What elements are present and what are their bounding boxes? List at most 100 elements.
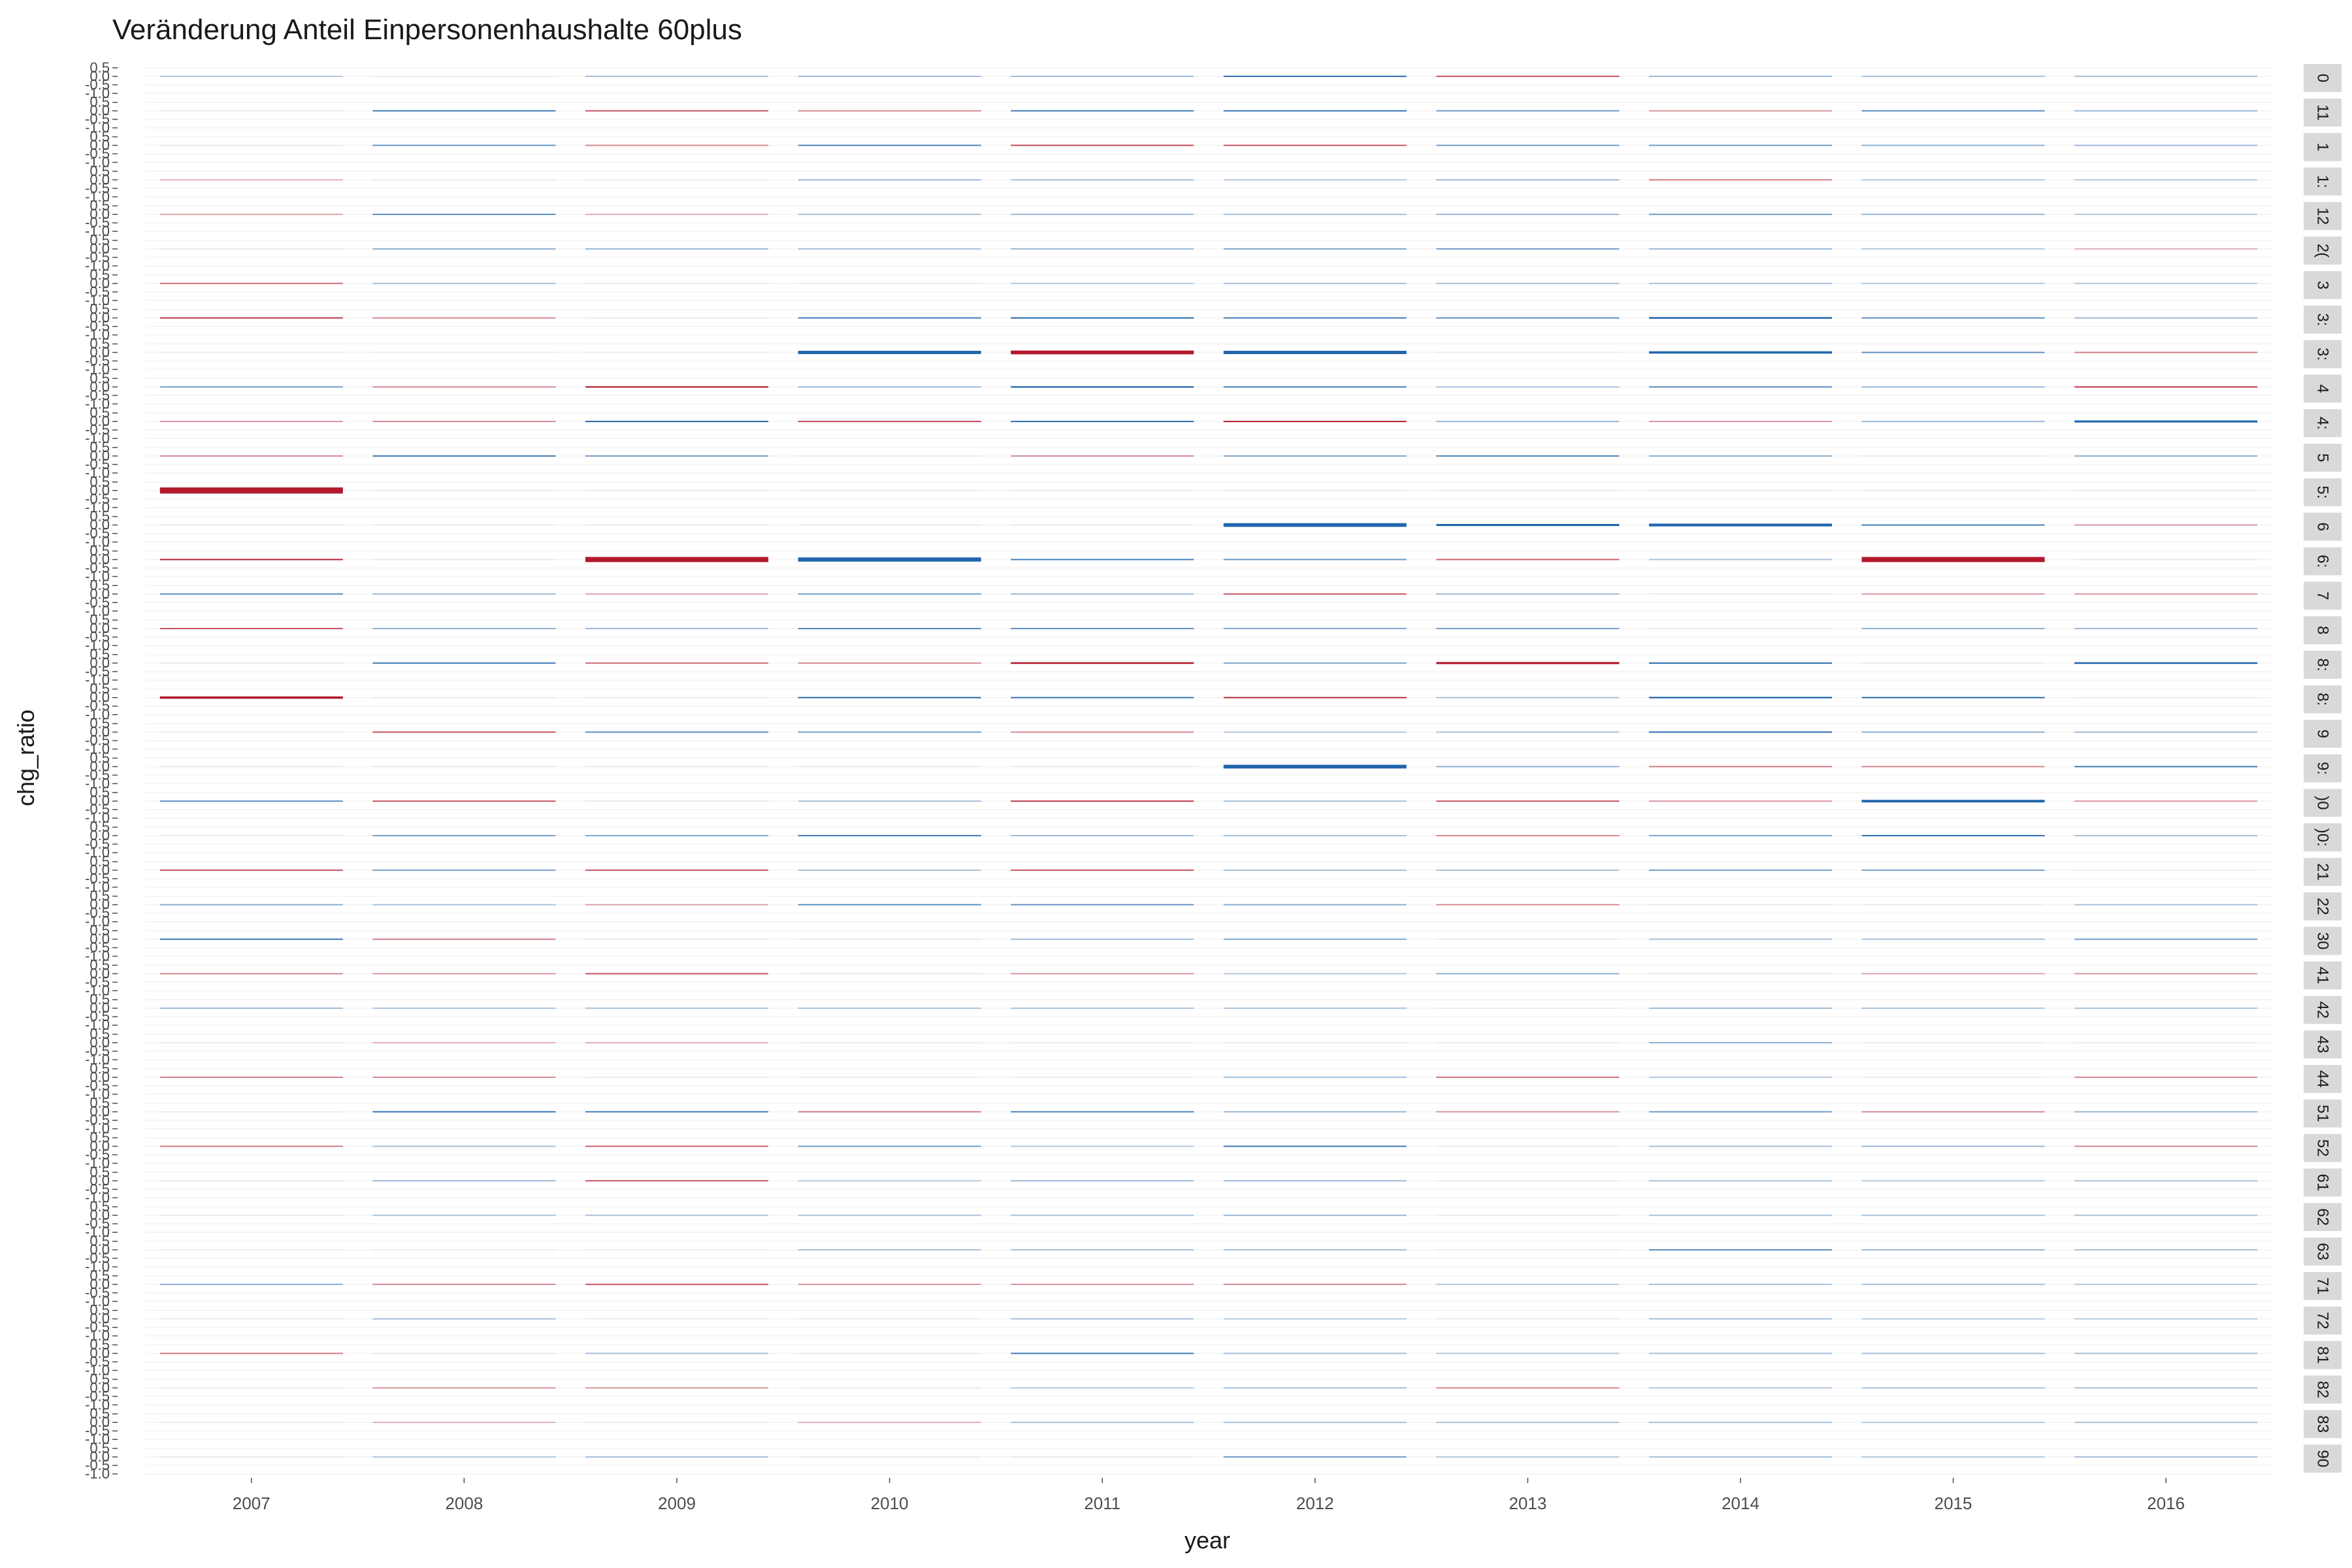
panel-background — [145, 615, 2272, 646]
bar — [1648, 317, 1833, 319]
bar — [1223, 1042, 1407, 1044]
bar — [1011, 1318, 1194, 1320]
bar — [1648, 489, 1833, 491]
bar — [585, 1007, 769, 1009]
facet-panel: 0.50.0-0.5-1.0 52 — [85, 1130, 2342, 1171]
facet-strip-label: 8: — [2314, 693, 2332, 706]
bar — [1648, 1007, 1833, 1009]
y-tick-label: -1.0 — [85, 706, 110, 723]
y-tick-label: -0.5 — [85, 421, 110, 438]
bar — [798, 524, 981, 526]
facet-panel: 0.50.0-0.5-1.0 4 — [85, 370, 2342, 412]
bar — [1648, 351, 1833, 354]
x-tick-label: 2012 — [1296, 1494, 1334, 1513]
bar — [1223, 214, 1407, 216]
bar — [1223, 1352, 1407, 1354]
x-tick-label: 2016 — [2147, 1494, 2185, 1513]
facet-strip — [2304, 996, 2342, 1024]
bar — [585, 489, 769, 491]
facet-strip-label: 6: — [2314, 555, 2332, 568]
bar — [1648, 455, 1833, 457]
bar — [372, 1387, 556, 1389]
facet-strip — [2304, 444, 2342, 472]
facet-panel: 0.50.0-0.5-1.0 30 — [85, 923, 2342, 964]
bar — [1861, 1456, 2045, 1458]
panel-background — [145, 1201, 2272, 1233]
bar — [1861, 628, 2045, 630]
y-tick-label: -0.5 — [85, 284, 110, 300]
bar — [1648, 800, 1833, 802]
y-tick-label: 0.5 — [90, 991, 110, 1007]
bar — [1011, 179, 1194, 181]
bar — [1011, 421, 1194, 423]
bar — [798, 1007, 981, 1009]
y-tick-label: 0.0 — [90, 103, 110, 119]
bar — [1861, 144, 2045, 146]
y-tick-label: 0.5 — [90, 301, 110, 318]
bar — [1223, 1249, 1407, 1251]
bar — [1861, 214, 2045, 216]
facet-panel: 0.50.0-0.5-1.0 3 — [85, 267, 2342, 308]
y-tick-label: -1.0 — [85, 1051, 110, 1068]
bar — [2074, 800, 2258, 802]
bar — [2074, 731, 2258, 733]
bar — [1648, 593, 1833, 595]
bar — [1011, 696, 1194, 698]
bar — [1223, 696, 1407, 698]
facet-strip-label: 41 — [2314, 967, 2332, 985]
bar — [1648, 248, 1833, 250]
y-tick-label: -0.5 — [85, 1008, 110, 1024]
y-tick-label: 0.0 — [90, 240, 110, 257]
bar — [585, 904, 769, 906]
bar — [2074, 420, 2258, 423]
y-tick-label: 0.5 — [90, 681, 110, 697]
bar — [1648, 523, 1833, 527]
bar — [2074, 110, 2258, 112]
bar — [1436, 835, 1620, 837]
y-tick-label: 0.0 — [90, 378, 110, 395]
bar — [1436, 628, 1620, 630]
panel-background — [145, 1098, 2272, 1129]
bar — [1861, 1215, 2045, 1217]
bar — [1648, 1180, 1833, 1182]
facet-strip-label: )0: — [2314, 828, 2332, 847]
y-tick-label: 0.0 — [90, 862, 110, 878]
bar — [798, 904, 981, 906]
y-tick-label: -1.0 — [85, 1431, 110, 1447]
y-tick-label: 0.5 — [90, 59, 110, 76]
bar — [159, 248, 343, 250]
bar — [798, 75, 981, 77]
bar — [2074, 1007, 2258, 1009]
y-tick-label: -1.0 — [85, 499, 110, 515]
facet-strip-label: 43 — [2314, 1036, 2332, 1053]
bar — [1436, 800, 1620, 802]
bar — [1436, 1249, 1620, 1251]
bar — [798, 350, 981, 354]
facet-strip-label: 1 — [2314, 142, 2332, 151]
facet-panel: 0.50.0-0.5-1.0 8 — [85, 612, 2342, 653]
facet-strip — [2304, 305, 2342, 334]
bar — [1011, 524, 1194, 526]
panel-background — [145, 1443, 2272, 1474]
panel-background — [145, 373, 2272, 404]
bar — [1223, 110, 1407, 112]
bar — [1011, 1283, 1194, 1285]
bar — [1436, 593, 1620, 595]
bar — [372, 1422, 556, 1424]
bar — [1648, 662, 1833, 664]
y-tick-label: -0.5 — [85, 1181, 110, 1197]
panel-background — [145, 1339, 2272, 1371]
bar — [1223, 800, 1407, 802]
bar — [798, 973, 981, 975]
facet-strip-label: 3 — [2314, 281, 2332, 289]
y-tick-label: 0.5 — [90, 474, 110, 490]
y-axis-title: chg_ratio — [12, 710, 39, 806]
facet-strip-label: 62 — [2314, 1208, 2332, 1226]
y-tick-label: -0.5 — [85, 525, 110, 542]
bar — [1223, 1076, 1407, 1078]
bar — [2074, 455, 2258, 457]
facet-strip — [2304, 340, 2342, 368]
bar — [1861, 179, 2045, 181]
bar — [1436, 766, 1620, 768]
panel-background — [145, 304, 2272, 335]
